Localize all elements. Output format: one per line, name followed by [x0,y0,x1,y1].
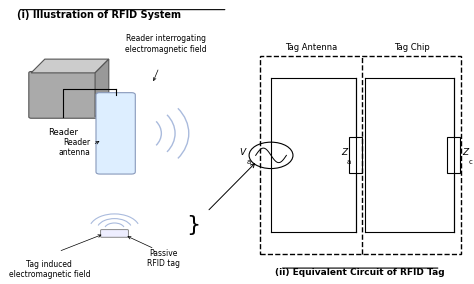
FancyBboxPatch shape [29,72,97,118]
Polygon shape [31,59,109,73]
FancyBboxPatch shape [96,93,135,174]
Bar [349,137,362,173]
Text: Reader interrogating
electromagnetic field: Reader interrogating electromagnetic fie… [125,34,207,54]
Text: a: a [246,159,250,165]
Text: Tag Antenna: Tag Antenna [285,43,337,52]
Text: (i) Illustration of RFID System: (i) Illustration of RFID System [18,10,182,20]
Text: a: a [346,159,351,165]
Text: Tag Chip: Tag Chip [394,43,429,52]
Text: Tag induced
electromagnetic field: Tag induced electromagnetic field [9,260,90,279]
Text: Reader: Reader [48,128,78,137]
Bar [260,57,461,254]
Text: Reader
antenna: Reader antenna [59,137,91,157]
Text: Z: Z [341,148,347,157]
Text: Z: Z [463,148,469,157]
Text: V: V [239,148,246,157]
Text: (ii) Equivalent Circuit of RFID Tag: (ii) Equivalent Circuit of RFID Tag [275,268,445,277]
Polygon shape [95,59,109,117]
Bar [447,137,460,173]
Text: }: } [186,216,201,235]
Text: c: c [468,159,473,165]
FancyBboxPatch shape [100,229,128,237]
Text: Passive
RFID tag: Passive RFID tag [147,249,180,268]
